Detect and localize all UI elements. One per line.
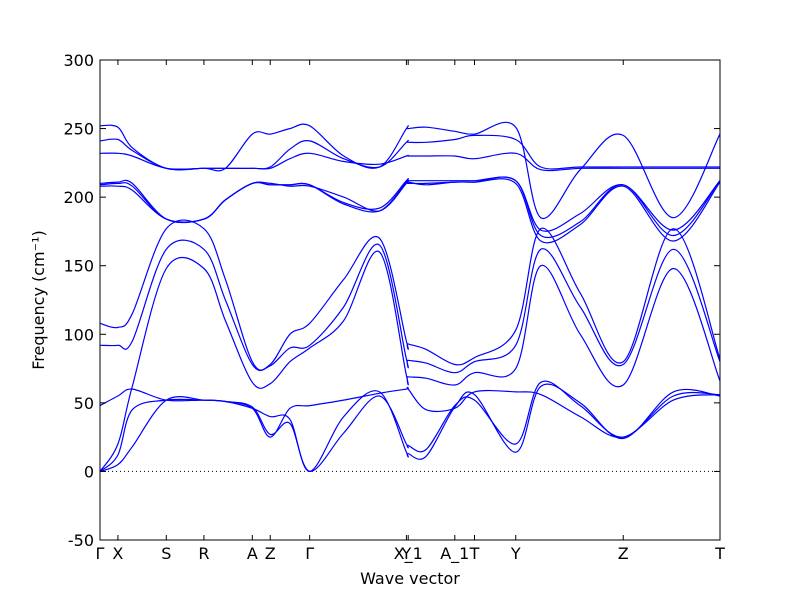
- x-axis: Γ X S R A Z Γ YX_1 A_1 T Y Z T: [96, 60, 725, 564]
- y-tick-label: 200: [63, 188, 94, 207]
- band-line-7: [99, 178, 721, 244]
- x-tick-label: Y: [510, 544, 521, 563]
- x-tick-label: T: [469, 544, 480, 563]
- x-tick-label: X: [112, 544, 123, 563]
- band-line-1: [99, 380, 721, 472]
- band-line-6: [99, 219, 721, 371]
- band-line-3: [99, 386, 721, 438]
- x-axis-label: Wave vector: [360, 569, 460, 588]
- band-line-2: [99, 383, 721, 473]
- y-tick-label: 150: [63, 257, 94, 276]
- y-tick-label: 250: [63, 120, 94, 139]
- band-line-9: [99, 176, 721, 232]
- band-line-10: [99, 152, 720, 172]
- x-tick-label: X_1: [394, 544, 423, 564]
- axes-frame: [99, 59, 721, 541]
- y-axis: -50 0 50 100 150 200 250 300: [63, 51, 720, 550]
- x-tick-label: R: [198, 544, 209, 563]
- y-tick-label: -50: [68, 531, 94, 550]
- x-tick-label: A: [247, 544, 258, 563]
- band-line-11: [99, 134, 720, 171]
- y-tick-label: 100: [63, 325, 94, 344]
- band-line-4: [99, 250, 721, 472]
- x-tick-label: Γ: [96, 544, 105, 563]
- y-axis-label: Frequency (cm⁻¹): [29, 230, 48, 369]
- x-tick-label: Z: [618, 544, 629, 563]
- band-line-12: [99, 121, 721, 219]
- x-tick-label: T: [714, 544, 725, 563]
- y-tick-label: 50: [74, 394, 94, 413]
- y-tick-label: 0: [84, 462, 94, 481]
- x-tick-label: A_1: [440, 544, 469, 564]
- band-lines: [99, 121, 721, 473]
- plot-area: [99, 59, 721, 541]
- x-tick-label: Γ: [305, 544, 314, 563]
- band-line-5: [99, 239, 721, 374]
- x-tick-label: Z: [265, 544, 276, 563]
- y-tick-label: 300: [63, 51, 94, 70]
- x-tick-label: Y: [401, 544, 412, 563]
- x-tick-label: S: [161, 544, 171, 563]
